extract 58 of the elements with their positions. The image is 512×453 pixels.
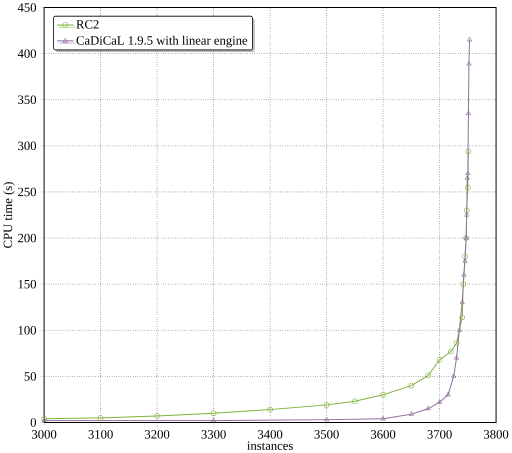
point [464, 212, 470, 216]
x-tick-label: 3600 [371, 430, 396, 439]
point [267, 406, 273, 412]
y-tick-label: 100 [18, 326, 36, 334]
point [462, 254, 468, 260]
x-tick-label: 3100 [88, 430, 113, 439]
x-tick-label: 3500 [314, 430, 339, 439]
point [324, 402, 330, 408]
point [465, 170, 470, 175]
point [352, 398, 358, 404]
y-tick-label: 0 [30, 418, 36, 427]
point [461, 272, 466, 276]
point [210, 410, 216, 416]
point [454, 355, 460, 360]
y-tick-label: 200 [18, 234, 36, 242]
point [462, 258, 468, 263]
point [154, 413, 160, 419]
x-tick-label: 3400 [258, 430, 282, 439]
y-tick-label: 450 [18, 3, 36, 12]
point [466, 110, 471, 116]
point [436, 356, 442, 363]
point [425, 372, 432, 378]
x-tick-label: 3000 [32, 430, 56, 439]
y-axis-title: CPU time (s) [3, 182, 15, 248]
point [451, 373, 456, 378]
legend-label: CaDiCaL 1.9.5 with linear engine [76, 36, 248, 48]
x-tick-label: 3200 [145, 430, 170, 439]
legend-label: RC2 [76, 20, 99, 29]
point [448, 348, 454, 354]
point [459, 314, 466, 320]
point [464, 207, 470, 214]
point [446, 392, 451, 396]
x-axis-title: instances [247, 441, 293, 450]
point [437, 399, 442, 404]
point [408, 411, 414, 416]
y-tick-label: 50 [24, 372, 36, 381]
point [465, 184, 471, 190]
y-tick-label: 150 [18, 280, 36, 288]
y-tick-label: 350 [18, 95, 36, 104]
x-tick-label: 3300 [202, 430, 226, 439]
y-tick-label: 300 [18, 141, 36, 150]
point [454, 340, 460, 346]
y-tick-label: 400 [18, 49, 36, 58]
point [380, 392, 386, 398]
point [408, 382, 414, 388]
x-tick-label: 3800 [484, 430, 508, 439]
point [98, 414, 104, 421]
point [456, 327, 462, 332]
x-tick-label: 3700 [428, 430, 452, 439]
y-tick-label: 250 [18, 188, 36, 196]
point [324, 416, 330, 422]
point [464, 175, 470, 180]
point [466, 60, 472, 66]
point [380, 416, 386, 420]
point [426, 406, 431, 410]
point [460, 300, 465, 304]
point [460, 281, 466, 287]
point [211, 418, 216, 422]
